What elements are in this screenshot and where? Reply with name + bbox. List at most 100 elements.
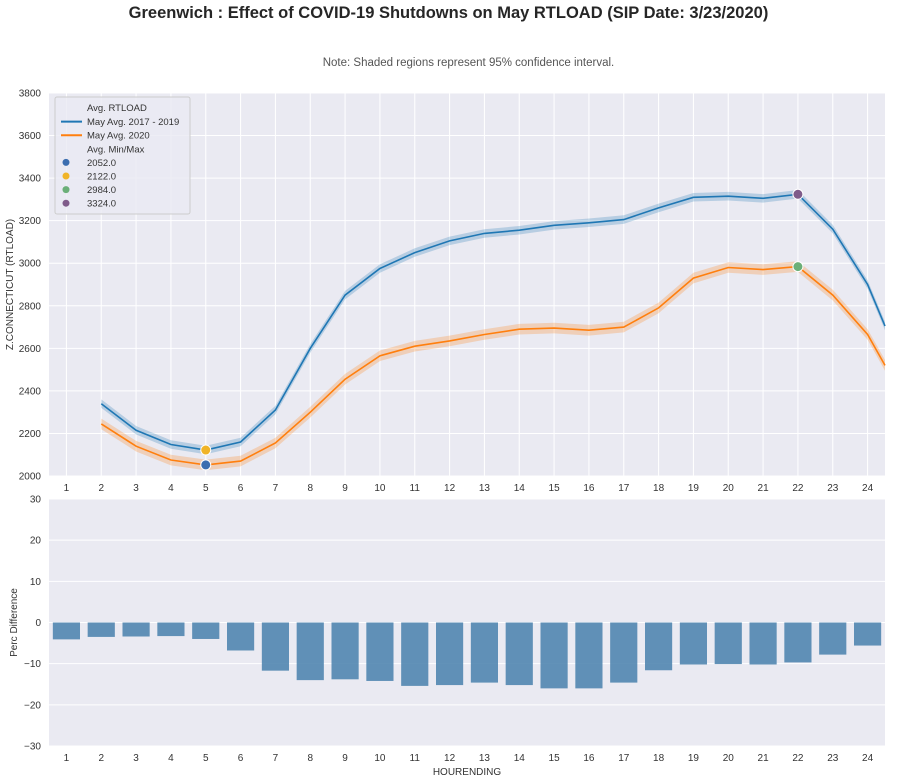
x-tick-label: 10 xyxy=(374,483,386,494)
chart-legend: Avg. RTLOAD May Avg. 2017 - 2019 May Avg… xyxy=(54,96,191,215)
x-tick-label: 9 xyxy=(342,753,348,764)
y-tick-label: 3800 xyxy=(19,89,42,100)
y-tick-label: 3000 xyxy=(19,259,42,270)
y-tick-label: 10 xyxy=(30,577,42,588)
x-tick-label: 6 xyxy=(238,753,244,764)
bar xyxy=(505,622,533,686)
x-tick-label: 12 xyxy=(444,483,456,494)
figure-title: Greenwich : Effect of COVID-19 Shutdowns… xyxy=(128,4,769,22)
x-tick-label: 22 xyxy=(792,483,804,494)
bar xyxy=(714,622,742,665)
x-tick-label: 15 xyxy=(549,753,561,764)
bar xyxy=(575,622,603,689)
bar xyxy=(157,622,185,637)
y-tick-label: 2000 xyxy=(19,472,42,483)
legend-title-minmax: Avg. Min/Max xyxy=(87,144,145,155)
legend-marker-swatch-2122 xyxy=(62,172,70,180)
minmax-marker xyxy=(200,459,212,471)
bar xyxy=(122,622,150,637)
line-chart-y-axis-label: Z.CONNECTICUT (RTLOAD) xyxy=(5,219,16,350)
x-tick-label: 6 xyxy=(238,483,244,494)
bar-chart-y-axis-label: Perc Difference xyxy=(9,588,20,657)
x-tick-label: 3 xyxy=(133,753,139,764)
legend-marker-swatch-3324 xyxy=(62,199,70,207)
x-tick-label: 1 xyxy=(64,753,70,764)
x-tick-label: 18 xyxy=(653,483,665,494)
x-tick-label: 18 xyxy=(653,753,665,764)
x-tick-label: 22 xyxy=(792,753,804,764)
line-chart-series xyxy=(100,193,886,466)
x-tick-label: 16 xyxy=(583,483,595,494)
legend-box xyxy=(54,96,191,215)
x-tick-label: 5 xyxy=(203,483,209,494)
bar xyxy=(87,622,115,637)
x-tick-label: 11 xyxy=(410,483,421,494)
x-tick-label: 8 xyxy=(307,483,313,494)
bar xyxy=(226,622,255,651)
bar xyxy=(331,622,359,680)
x-tick-label: 17 xyxy=(618,753,630,764)
x-tick-label: 20 xyxy=(723,483,735,494)
bar xyxy=(679,622,708,665)
bar xyxy=(296,622,324,681)
x-tick-label: 7 xyxy=(273,753,279,764)
x-tick-label: 7 xyxy=(273,483,279,494)
x-tick-label: 15 xyxy=(549,483,561,494)
figure-note: Note: Shaded regions represent 95% confi… xyxy=(322,57,615,69)
bar xyxy=(401,622,429,686)
y-tick-label: 2800 xyxy=(19,301,42,312)
bar xyxy=(435,622,464,686)
y-tick-label: 3400 xyxy=(19,174,42,185)
y-tick-label: −10 xyxy=(24,659,41,670)
bar xyxy=(610,622,638,683)
minmax-marker xyxy=(792,188,804,200)
x-tick-label: 2 xyxy=(98,753,104,764)
bar xyxy=(261,622,290,671)
bar xyxy=(540,622,568,689)
x-tick-label: 21 xyxy=(758,483,770,494)
x-tick-label: 10 xyxy=(374,753,386,764)
x-tick-label: 19 xyxy=(688,753,700,764)
x-tick-label: 9 xyxy=(342,483,348,494)
x-tick-label: 12 xyxy=(444,753,456,764)
x-tick-label: 24 xyxy=(862,753,874,764)
y-tick-label: 0 xyxy=(35,618,41,629)
x-tick-label: 4 xyxy=(168,483,174,494)
x-tick-label: 24 xyxy=(862,483,874,494)
line-chart-tick-labels: 2000 2200 2400 2600 2800 3000 3200 3400 3600 3800… xyxy=(19,89,874,495)
bar xyxy=(749,622,777,665)
bar xyxy=(366,622,394,681)
x-tick-label: 16 xyxy=(583,753,595,764)
y-tick-label: 2600 xyxy=(19,344,42,355)
legend-marker-label-2984: 2984.0 xyxy=(87,185,116,196)
y-tick-label: 2200 xyxy=(19,429,42,440)
minmax-marker xyxy=(792,261,804,273)
x-tick-label: 2 xyxy=(98,483,104,494)
bar xyxy=(819,622,847,655)
bar xyxy=(853,622,882,646)
x-tick-label: 1 xyxy=(64,483,70,494)
bar-chart-x-axis-label: HOURENDING xyxy=(433,767,502,778)
x-tick-label: 4 xyxy=(168,753,174,764)
x-tick-label: 21 xyxy=(758,753,770,764)
y-tick-label: 3600 xyxy=(19,131,42,142)
x-tick-label: 19 xyxy=(688,483,700,494)
x-tick-label: 13 xyxy=(479,753,491,764)
legend-marker-label-2052: 2052.0 xyxy=(87,158,116,169)
y-tick-label: 20 xyxy=(30,536,42,547)
line-chart: 2000 2200 2400 2600 2800 3000 3200 3400 3600 3800… xyxy=(5,89,886,495)
x-tick-label: 8 xyxy=(307,753,313,764)
x-tick-label: 20 xyxy=(723,753,735,764)
x-tick-label: 14 xyxy=(514,483,526,494)
y-tick-label: −30 xyxy=(24,742,41,753)
bar xyxy=(192,622,220,639)
x-tick-label: 11 xyxy=(410,753,421,764)
legend-title-rtload: Avg. RTLOAD xyxy=(87,103,147,114)
x-tick-label: 17 xyxy=(618,483,630,494)
bar xyxy=(470,622,499,683)
x-tick-label: 14 xyxy=(514,753,526,764)
bar xyxy=(784,622,812,663)
series-line xyxy=(100,193,886,451)
legend-label-2017-2019: May Avg. 2017 - 2019 xyxy=(87,117,179,128)
